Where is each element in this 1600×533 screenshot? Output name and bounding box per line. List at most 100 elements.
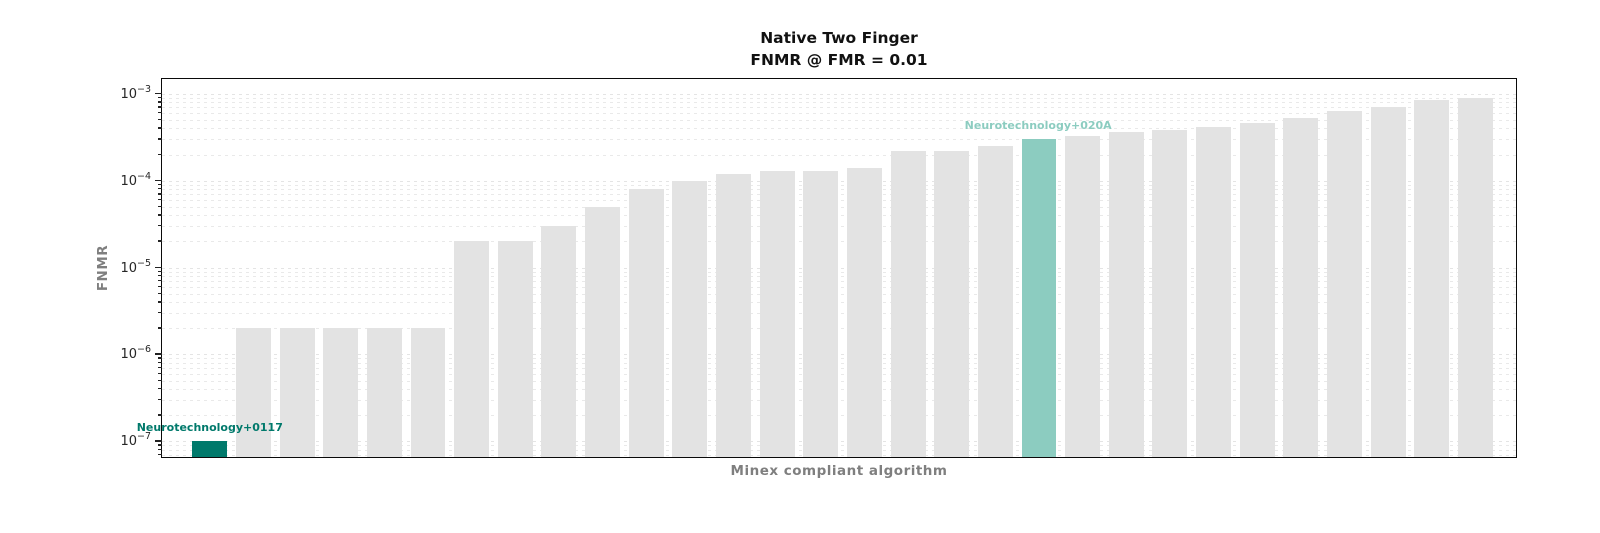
y-major-tick	[155, 179, 162, 182]
minor-gridline	[162, 102, 1516, 104]
bar-slot	[1017, 79, 1061, 457]
y-major-tick	[155, 353, 162, 355]
minor-gridline	[162, 358, 1516, 360]
bar-slot	[712, 79, 756, 457]
minor-gridline	[162, 286, 1516, 288]
bar-label-Neurotechnology+0117: Neurotechnology+0117	[136, 421, 283, 435]
y-minor-tick	[158, 361, 162, 364]
minor-gridline	[162, 293, 1516, 295]
minor-gridline	[162, 128, 1516, 130]
minor-gridline	[162, 271, 1516, 273]
y-minor-tick	[158, 301, 162, 303]
y-minor-tick	[158, 112, 162, 114]
bar	[541, 226, 577, 457]
bar-slot	[755, 79, 799, 457]
major-gridline	[162, 267, 1516, 269]
bar-slot	[1148, 79, 1192, 457]
y-minor-tick	[158, 193, 162, 195]
bar	[934, 150, 970, 457]
y-minor-tick	[158, 153, 162, 155]
bar	[497, 241, 533, 457]
minor-gridline	[162, 380, 1516, 382]
minor-gridline	[162, 194, 1516, 196]
bar-slot	[1323, 79, 1367, 457]
y-minor-tick	[158, 372, 162, 375]
y-minor-tick	[158, 414, 162, 416]
bar-slot	[1279, 79, 1323, 457]
bar	[410, 328, 446, 457]
y-tick-label: 10−7	[120, 431, 151, 450]
bar-slot	[537, 79, 581, 457]
minor-gridline	[162, 241, 1516, 243]
y-minor-tick	[158, 106, 162, 108]
bar-slot	[363, 79, 407, 457]
y-minor-tick	[158, 285, 162, 288]
minor-gridline	[162, 389, 1516, 390]
bar-slot	[886, 79, 930, 457]
y-minor-tick	[158, 280, 162, 282]
highlighted-bar-Neurotechnology+0117	[192, 441, 228, 457]
minor-gridline	[162, 415, 1516, 417]
plot-area: 10−7 10−6 10−5 10−4 10−3 Neurotechnology+011…	[120, 78, 1517, 458]
y-minor-tick	[158, 96, 162, 99]
bar-slot	[406, 79, 450, 457]
minor-gridline	[162, 107, 1516, 109]
y-tick-label: 10−5	[120, 257, 151, 276]
minor-gridline	[162, 362, 1516, 364]
bar	[585, 206, 621, 457]
chart-title: Native Two Finger	[760, 29, 918, 47]
bar-slot	[450, 79, 494, 457]
bar-slot	[1366, 79, 1410, 457]
minor-gridline	[162, 454, 1516, 456]
bar	[1065, 135, 1101, 457]
bar	[716, 173, 751, 457]
bar-slot	[275, 79, 319, 457]
bar	[1327, 111, 1362, 457]
y-major-tick	[155, 92, 162, 95]
bar-slot	[1454, 79, 1498, 457]
minor-gridline	[162, 189, 1516, 191]
minor-gridline	[162, 184, 1516, 186]
minor-gridline	[162, 302, 1516, 304]
gridlines-layer	[162, 79, 1516, 457]
bar-slot	[581, 79, 625, 457]
y-minor-tick	[158, 127, 162, 129]
minor-gridline	[162, 206, 1516, 208]
bar	[890, 150, 926, 457]
bar	[279, 328, 315, 457]
bar	[1457, 97, 1493, 457]
bar	[1152, 130, 1188, 457]
bar	[977, 146, 1013, 457]
y-axis-ticks-layer: 10−7 10−6 10−5 10−4 10−3	[120, 79, 1516, 457]
bar	[323, 328, 359, 457]
bar-slot	[493, 79, 537, 457]
bar	[1283, 118, 1319, 457]
y-minor-tick	[158, 311, 162, 314]
minor-gridline	[162, 139, 1516, 141]
minor-gridline	[162, 445, 1516, 447]
minor-gridline	[162, 328, 1516, 330]
y-tick-label: 10−3	[120, 83, 151, 102]
bar	[846, 167, 882, 457]
minor-gridline	[162, 275, 1516, 277]
bar	[1414, 99, 1450, 457]
y-minor-tick	[158, 188, 162, 190]
bar	[366, 328, 402, 457]
y-minor-tick	[158, 270, 162, 272]
highlighted-bar-Neurotechnology+020A	[1021, 139, 1057, 457]
y-major-tick	[155, 266, 162, 268]
bar	[759, 170, 795, 457]
bar	[803, 170, 839, 457]
bar	[454, 241, 490, 457]
y-minor-tick	[158, 444, 162, 446]
bar-slot	[624, 79, 668, 457]
bar	[236, 328, 271, 457]
y-minor-tick	[158, 214, 162, 216]
bar-annotations-layer: Neurotechnology+0117 Neurotechnology+020A	[137, 79, 1516, 457]
minor-gridline	[162, 312, 1516, 314]
major-gridline	[162, 93, 1516, 95]
x-axis-label: Minex compliant algorithm	[730, 463, 948, 479]
bar-slot	[232, 79, 276, 457]
minor-gridline	[162, 399, 1516, 401]
